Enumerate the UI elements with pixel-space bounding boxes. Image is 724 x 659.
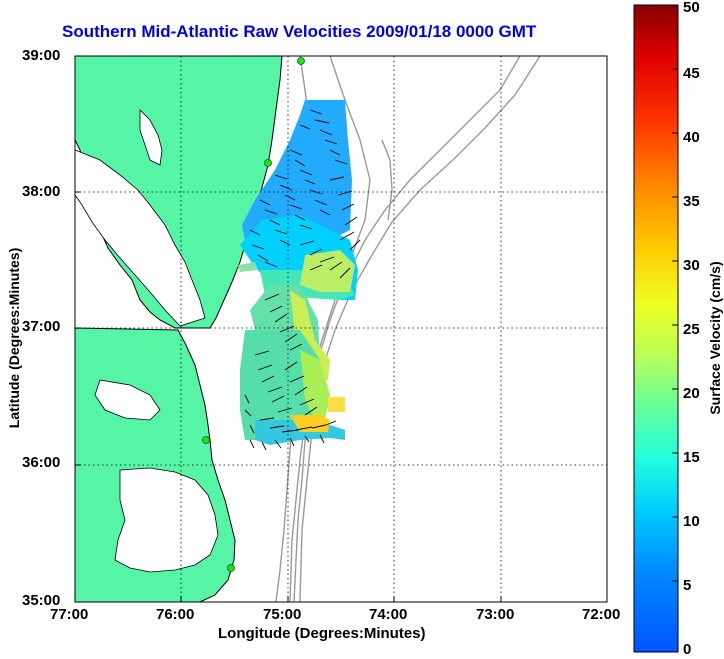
x-axis-label: Longitude (Degrees:Minutes) (218, 625, 426, 642)
x-tick-label: 76:00 (156, 606, 195, 623)
x-tick-label: 77:00 (50, 606, 89, 623)
axis-ticks (75, 191, 502, 602)
colorbar-tick: 15 (683, 449, 700, 466)
y-tick-label: 35:00 (22, 592, 61, 609)
x-tick-label: 74:00 (369, 606, 408, 623)
velocity-arrows (244, 109, 361, 451)
sound-water (114, 467, 219, 573)
colorbar-tick: 40 (683, 129, 700, 146)
x-tick-label: 73:00 (476, 606, 515, 623)
colorbar-tick: 5 (683, 577, 692, 594)
station-marker (202, 436, 210, 444)
y-tick-label: 38:00 (22, 183, 61, 200)
grid-lines (75, 56, 607, 602)
colorbar-tick: 35 (683, 193, 700, 210)
colorbar-tick: 10 (683, 513, 700, 530)
y-tick-label: 36:00 (22, 454, 61, 471)
station-marker (297, 57, 305, 65)
y-tick-label: 37:00 (22, 318, 61, 335)
station-marker (227, 564, 235, 572)
colorbar-ticks (672, 68, 678, 582)
colorbar (633, 4, 679, 653)
colorbar-tick: 25 (683, 321, 700, 338)
y-tick-label: 39:00 (22, 47, 61, 64)
colorbar-tick: 45 (683, 65, 700, 82)
bay-water (75, 149, 206, 327)
bay-water (139, 109, 163, 166)
x-tick-label: 72:00 (582, 606, 621, 623)
plot-border (74, 55, 608, 603)
colorbar-tick: 20 (683, 385, 700, 402)
colorbar-tick: 50 (683, 0, 700, 16)
colorbar-tick: 30 (683, 257, 700, 274)
radar-stations (202, 57, 305, 572)
sound-water (94, 379, 161, 421)
colorbar-tick: 0 (683, 641, 692, 658)
station-marker (264, 159, 272, 167)
x-tick-label: 75:00 (263, 606, 302, 623)
map-title: Southern Mid-Atlantic Raw Velocities 200… (62, 22, 537, 41)
velocity-field (238, 100, 358, 445)
